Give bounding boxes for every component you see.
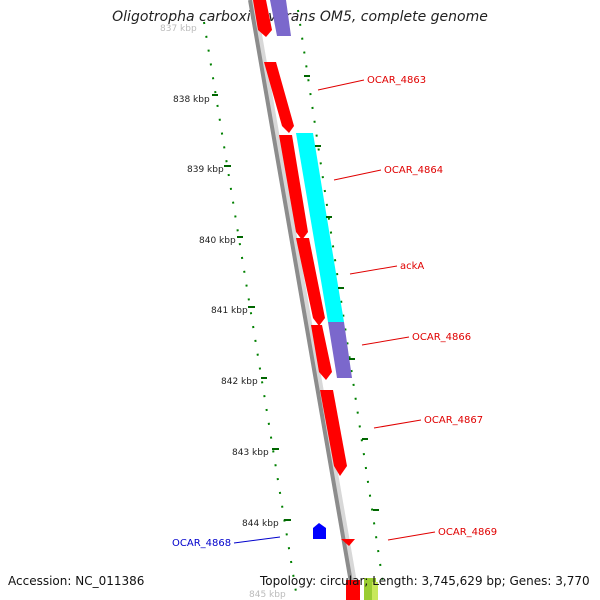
cds-ocar-4866 xyxy=(311,325,332,380)
cds-ocar-4869 xyxy=(341,539,355,546)
cds-bottom-green-2 xyxy=(372,582,378,600)
gene-label-ocar-4866: OCAR_4866 xyxy=(412,332,471,343)
gene-label-ocar-4867: OCAR_4867 xyxy=(424,415,483,426)
cds-ocar-4863 xyxy=(264,62,294,133)
cds-ocar-4867 xyxy=(320,390,347,476)
tick-label-837: 837 kbp xyxy=(160,24,197,34)
feature-cyan-ackA xyxy=(296,133,344,322)
leader-ocar-4863 xyxy=(317,79,365,91)
cds-top-1 xyxy=(253,0,272,37)
tick-label-840: 840 kbp xyxy=(199,236,236,246)
cds-ocar-4864 xyxy=(279,135,308,240)
accession-text: Accession: NC_011386 xyxy=(8,574,145,588)
cds-top-2 xyxy=(270,0,291,36)
gene-label-ocar-4863: OCAR_4863 xyxy=(367,75,426,86)
gene-label-ocar-4869: OCAR_4869 xyxy=(438,527,497,538)
tick-label-841: 841 kbp xyxy=(211,306,248,316)
leader-ocar-4869 xyxy=(387,531,436,541)
leader-ocar-4866 xyxy=(361,336,410,346)
gene-label-ackA: ackA xyxy=(400,261,424,272)
tick-label-844: 844 kbp xyxy=(242,519,279,529)
topology-summary: Topology: circular; Length: 3,745,629 bp… xyxy=(260,574,590,588)
tick-label-842: 842 kbp xyxy=(221,377,258,387)
tick-label-839: 839 kbp xyxy=(187,165,224,175)
leader-ackA xyxy=(349,265,398,275)
backbone-line xyxy=(248,0,356,600)
leader-ocar-4867 xyxy=(373,419,422,429)
tick-label-843: 843 kbp xyxy=(232,448,269,458)
tick-label-838: 838 kbp xyxy=(173,95,210,105)
gene-label-ocar-4868: OCAR_4868 xyxy=(172,538,231,549)
gene-label-ocar-4864: OCAR_4864 xyxy=(384,165,443,176)
feature-purple-ocar-4866 xyxy=(328,322,352,378)
map-title: Oligotropha carboxidovorans OM5, complet… xyxy=(112,9,488,25)
tick-label-845: 845 kbp xyxy=(249,590,286,600)
cds-ackA xyxy=(296,238,325,326)
backbone-line-shadow xyxy=(250,0,360,600)
leader-ocar-4868 xyxy=(233,536,281,544)
leader-ocar-4864 xyxy=(333,169,382,181)
cds-bottom-red xyxy=(346,580,360,600)
cds-ocar-4868 xyxy=(313,523,326,539)
